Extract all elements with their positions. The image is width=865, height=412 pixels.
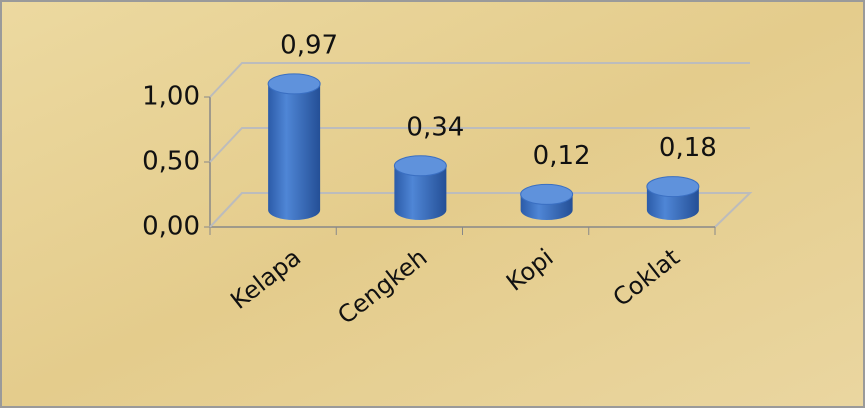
bar	[393, 155, 447, 220]
bar-top	[646, 176, 700, 198]
grid-line	[209, 127, 750, 163]
grid-line	[209, 62, 750, 98]
bar-body	[268, 83, 321, 221]
bar-top	[393, 155, 447, 177]
bar-body	[394, 165, 447, 220]
y-tick-label: 0,00	[142, 212, 200, 242]
bar	[520, 183, 574, 220]
grid-line	[209, 192, 750, 228]
data-label: 0,97	[280, 30, 338, 60]
bar-top	[267, 73, 321, 95]
y-tick-label: 0,50	[142, 147, 200, 177]
data-label: 0,18	[659, 133, 717, 163]
bar-top	[520, 183, 574, 205]
bar	[646, 176, 700, 220]
data-label: 0,34	[406, 112, 464, 142]
bar	[267, 73, 321, 221]
y-tick-label: 1,00	[142, 82, 200, 112]
data-label: 0,12	[533, 141, 591, 171]
